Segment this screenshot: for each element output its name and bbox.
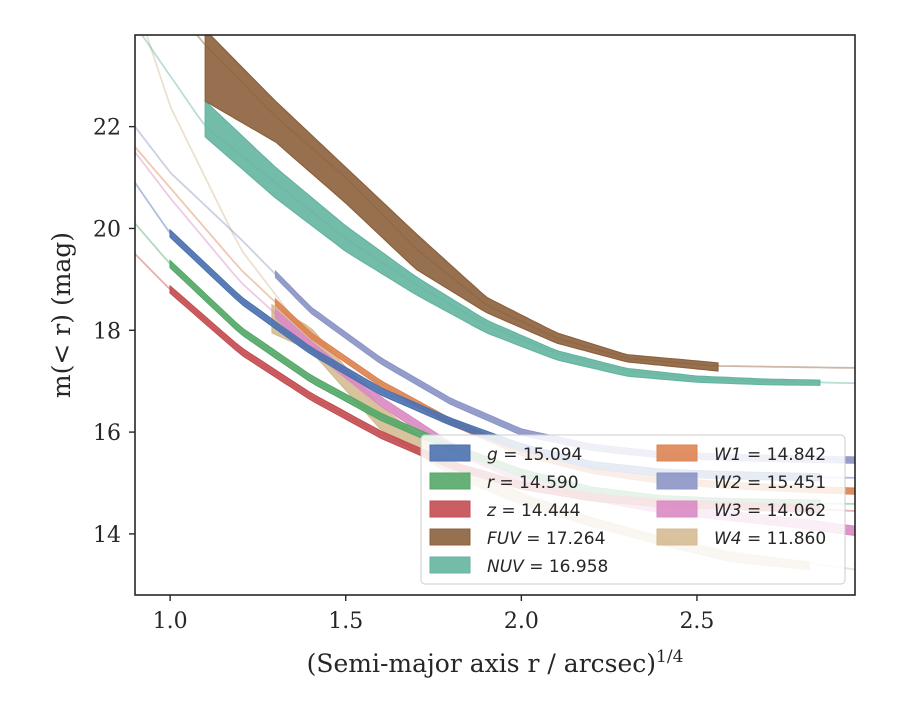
x-axis: 1.0 1.5 2.0 2.5 (153, 595, 714, 634)
legend-item-w3: W3 = 14.062 (656, 500, 826, 521)
plot-frame (134, 34, 856, 596)
legend-swatch (429, 556, 471, 574)
legend-item-w2: W2 = 15.451 (656, 472, 826, 493)
series-fuv (195, 35, 855, 372)
legend-label: NUV = 16.958 (487, 557, 608, 577)
series-w2-line (135, 126, 855, 461)
legend-item-w4: W4 = 11.860 (656, 528, 826, 549)
legend-label: W2 = 15.451 (714, 473, 826, 493)
legend-swatch (429, 528, 471, 546)
legend-swatch (429, 472, 471, 490)
series-nuv (140, 35, 855, 386)
legend-swatch (429, 444, 471, 462)
series-fuv-band (204, 35, 719, 372)
y-tick-label: 22 (93, 116, 121, 141)
x-axis-label: (Semi-major axis r / arcsec)1/4 (307, 647, 684, 678)
legend-swatch (429, 500, 471, 518)
legend-frame (420, 434, 846, 585)
y-tick-label: 20 (93, 217, 121, 242)
legend-swatch (656, 528, 698, 546)
legend-item-w1: W1 = 14.842 (656, 444, 826, 465)
y-tick-label: 16 (93, 421, 121, 446)
legend-item-g: g = 15.094 (429, 444, 582, 465)
legend-label: W3 = 14.062 (714, 501, 826, 521)
legend-label: W4 = 11.860 (714, 529, 826, 549)
legend-label: z = 14.444 (486, 501, 580, 521)
legend-label: g = 15.094 (487, 445, 582, 465)
y-tick-label: 14 (93, 523, 121, 548)
legend-swatch (656, 444, 698, 462)
legend: g = 15.094 r = 14.590 z = 14.444 FUV = 17.2… (420, 434, 846, 585)
legend-label: FUV = 17.264 (487, 529, 605, 549)
legend-item-nuv: NUV = 16.958 (429, 556, 608, 577)
series-w2 (135, 126, 855, 464)
x-tick-label: 1.0 (153, 609, 188, 634)
y-axis: 14 16 18 20 22 (93, 116, 135, 548)
x-tick-label: 1.5 (328, 609, 363, 634)
y-axis-label: m(< r) (mag) (47, 232, 76, 398)
legend-label: r = 14.590 (487, 473, 579, 493)
legend-swatch (656, 500, 698, 518)
legend-item-z: z = 14.444 (429, 500, 580, 521)
legend-item-r: r = 14.590 (429, 472, 579, 493)
legend-swatch (656, 472, 698, 490)
x-tick-label: 2.0 (504, 609, 539, 634)
series-w2-band (274, 269, 855, 464)
x-axis-label-superscript: 1/4 (656, 647, 683, 667)
legend-label: W1 = 14.842 (714, 445, 826, 465)
series-nuv-band (204, 99, 821, 386)
y-tick-label: 18 (93, 319, 121, 344)
x-tick-label: 2.5 (679, 609, 714, 634)
legend-item-fuv: FUV = 17.264 (429, 528, 605, 549)
x-axis-label-text: (Semi-major axis r / arcsec) (307, 649, 656, 678)
